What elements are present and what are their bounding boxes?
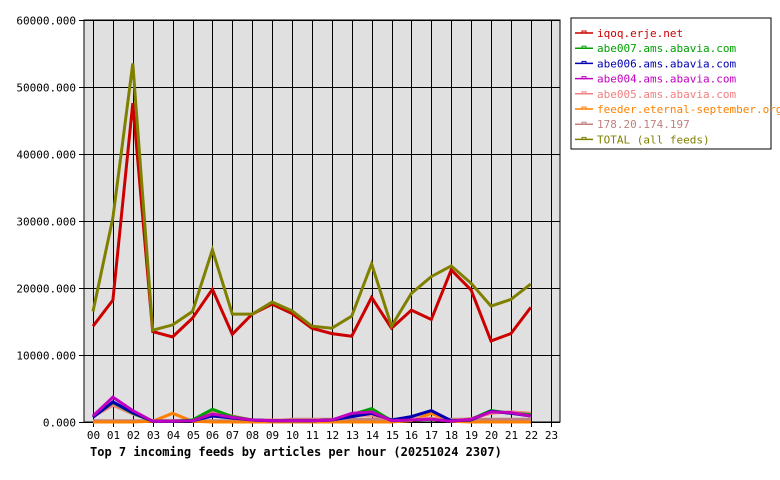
x-tick-label: 00 xyxy=(87,429,100,442)
legend-label: abe006.ams.abavia.com xyxy=(597,57,736,70)
y-tick-label: 60000.000 xyxy=(16,15,76,28)
x-tick-label: 06 xyxy=(206,429,219,442)
legend-label: 178.20.174.197 xyxy=(597,118,690,131)
legend-marker xyxy=(581,76,587,80)
legend-marker xyxy=(581,121,587,125)
x-tick-label: 02 xyxy=(127,429,140,442)
x-tick-label: 21 xyxy=(505,429,518,442)
x-tick-label: 23 xyxy=(545,429,558,442)
x-tick-label: 03 xyxy=(147,429,160,442)
x-axis: 00 01 02 03 04 05 06 07 08 09 10 11 12 13 14 15 16 17 18 19… xyxy=(87,422,558,442)
x-tick-label: 18 xyxy=(445,429,458,442)
series-line-abe004-ams-abavia-com xyxy=(91,395,532,423)
x-tick-label: 07 xyxy=(226,429,239,442)
y-tick-label: 50000.000 xyxy=(16,82,76,95)
y-tick-label: 10000.000 xyxy=(16,350,76,363)
legend-marker xyxy=(581,45,587,49)
y-tick-label: 30000.000 xyxy=(16,216,76,229)
x-tick-label: 09 xyxy=(266,429,279,442)
legend-label: TOTAL (all feeds) xyxy=(597,133,710,146)
y-axis: 0.000 10000.000 20000.000 30000.000 40000.00… xyxy=(16,15,84,430)
y-tick-label: 20000.000 xyxy=(16,283,76,296)
x-tick-label: 16 xyxy=(405,429,418,442)
x-tick-label: 01 xyxy=(107,429,120,442)
y-tick-label: 0.000 xyxy=(43,417,76,430)
legend-marker xyxy=(581,91,587,95)
legend-label: iqoq.erje.net xyxy=(597,27,683,40)
legend-box xyxy=(570,17,772,150)
legend-marker xyxy=(581,106,587,110)
chart-title: Top 7 incoming feeds by articles per hou… xyxy=(90,445,502,459)
x-tick-label: 17 xyxy=(425,429,438,442)
x-tick-label: 04 xyxy=(167,429,181,442)
x-tick-label: 15 xyxy=(386,429,399,442)
legend-marker xyxy=(581,60,587,64)
x-tick-label: 11 xyxy=(306,429,319,442)
legend-marker xyxy=(581,30,587,34)
x-tick-label: 19 xyxy=(465,429,478,442)
x-tick-label: 05 xyxy=(187,429,200,442)
x-tick-label: 08 xyxy=(246,429,259,442)
series-line-total-all-feeds- xyxy=(91,63,532,333)
legend: iqoq.erje.net abe007.ams.abavia.com abe006… xyxy=(570,17,780,150)
x-tick-label: 13 xyxy=(346,429,359,442)
legend-label: abe007.ams.abavia.com xyxy=(597,42,736,55)
y-tick-label: 40000.000 xyxy=(16,149,76,162)
series-line-iqoq-erje-net xyxy=(91,102,532,343)
legend-label: abe004.ams.abavia.com xyxy=(597,73,736,86)
legend-marker xyxy=(581,136,587,140)
legend-label: abe005.ams.abavia.com xyxy=(597,88,736,101)
x-tick-label: 20 xyxy=(485,429,498,442)
data-series xyxy=(91,63,532,424)
x-tick-label: 10 xyxy=(286,429,299,442)
x-tick-label: 14 xyxy=(366,429,380,442)
legend-label: feeder.eternal-september.org xyxy=(597,103,780,116)
x-tick-label: 22 xyxy=(525,429,538,442)
x-tick-label: 12 xyxy=(326,429,339,442)
